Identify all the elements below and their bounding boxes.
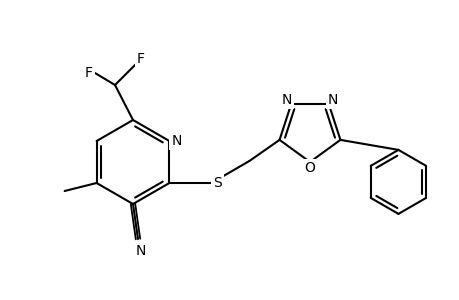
Text: N: N: [281, 93, 292, 107]
Text: N: N: [327, 93, 337, 107]
Text: N: N: [171, 134, 181, 148]
Text: S: S: [213, 176, 221, 190]
Text: F: F: [85, 66, 93, 80]
Text: N: N: [135, 244, 146, 258]
Text: F: F: [137, 52, 145, 66]
Text: O: O: [304, 161, 315, 175]
